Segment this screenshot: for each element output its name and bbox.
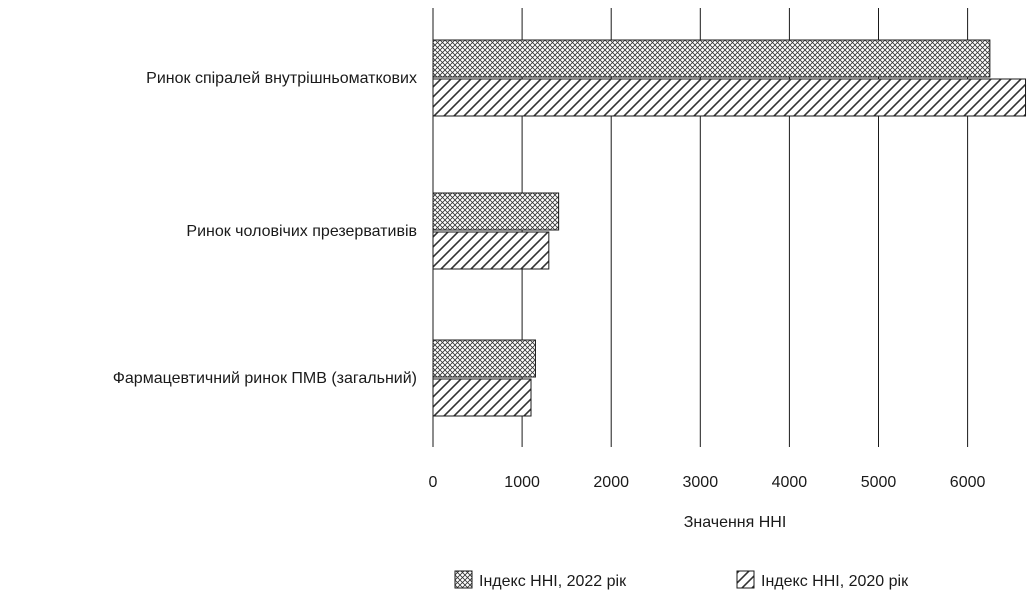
x-tick-label: 3000 [683, 474, 719, 491]
x-tick-label: 6000 [950, 474, 986, 491]
bar-2022-0 [432, 39, 991, 78]
category-label: Ринок чоловічих презервативів [186, 223, 417, 240]
legend-swatch-0 [454, 570, 473, 589]
x-tick-label: 4000 [772, 474, 808, 491]
x-tick-label: 1000 [504, 474, 540, 491]
legend-label-1: Індекс HHI, 2020 рік [761, 573, 909, 590]
x-tick-label: 2000 [593, 474, 629, 491]
bar-2020-1 [432, 231, 550, 270]
bar-2022-1 [432, 192, 560, 231]
x-tick-label: 5000 [861, 474, 897, 491]
legend-swatch-1 [736, 570, 755, 589]
bar-2020-0 [432, 78, 1027, 117]
x-tick-label: 0 [429, 474, 438, 491]
category-label: Фармацевтичний ринок ПМВ (загальний) [113, 370, 417, 387]
legend-label-0: Індекс HHI, 2022 рік [479, 573, 627, 590]
x-axis-title: Значення HHI [684, 514, 787, 531]
legend: Індекс HHI, 2022 рік Індекс HHI, 2020 рік [454, 570, 909, 590]
bar-2022-2 [432, 339, 536, 378]
bar-2020-2 [432, 378, 532, 417]
label-layer: 0 1000 2000 3000 4000 5000 6000 Ринок спіралей … [113, 70, 986, 491]
bar-layer [432, 39, 1027, 417]
category-label: Ринок спіралей внутрішньоматкових [146, 70, 417, 87]
